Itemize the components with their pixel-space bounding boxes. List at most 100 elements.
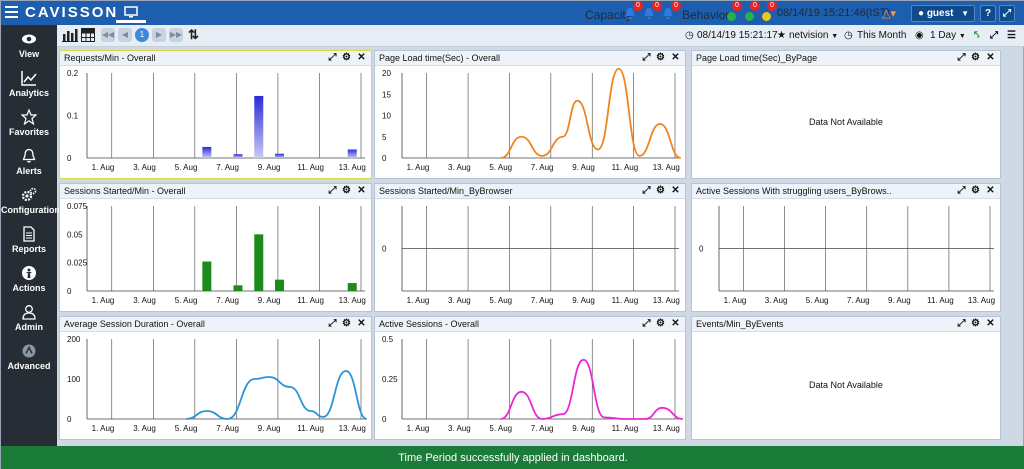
chart-line[interactable] [186,370,368,420]
sidebar-item-advanced[interactable]: Advanced [1,339,57,378]
dashboard-panel[interactable]: Sessions Started/Min_ByBrowser ⤢ ⚙ ✕ 1. Aug 3… [374,183,686,312]
x-tick-label: 3. Aug [765,296,788,305]
gear-icon[interactable]: ⚙ [656,52,665,63]
x-tick-label: 7. Aug [216,424,239,433]
capacity-bell-icon[interactable] [643,7,655,20]
first-page-icon[interactable]: ◀◀ [101,28,115,42]
capacity-bell-icon[interactable] [662,7,674,20]
sidebar-item-view[interactable]: View [1,27,57,66]
panel-title: Page Load time(Sec)_ByPage [696,53,818,63]
gear-icon[interactable]: ⚙ [971,52,980,63]
current-page-indicator[interactable]: 1 [135,28,149,42]
chart-line[interactable] [500,67,682,159]
dashboard-panel[interactable]: Page Load time(Sec)_ByPage ⤢ ⚙ ✕ Data Not Av… [691,50,1001,179]
fullscreen-button[interactable]: ⤢ [999,5,1015,22]
expand-icon[interactable]: ⤢ [642,185,651,196]
gear-icon[interactable]: ⚙ [342,52,351,63]
x-tick-label: 5. Aug [489,296,512,305]
grid-layout-icon[interactable] [81,28,95,42]
dashboard-panel[interactable]: Requests/Min - Overall ⤢ ⚙ ✕ 1. Aug 3. Aug 5. … [59,50,372,179]
dashboard-panel[interactable]: Sessions Started/Min - Overall ⤢ ⚙ ✕ 1. Aug 3… [59,183,372,312]
view-range-dropdown[interactable]: 1 Day ▼ [930,30,966,41]
close-icon[interactable]: ✕ [671,52,680,63]
expand-icon[interactable]: ⤢ [642,318,651,329]
restore-icon[interactable]: ⤢ [990,30,998,41]
close-icon[interactable]: ✕ [986,52,995,63]
gear-icon[interactable]: ⚙ [342,318,351,329]
expand-icon[interactable]: ⤢ [957,185,966,196]
behavior-status-light[interactable] [745,12,754,21]
x-tick-label: 1. Aug [724,296,747,305]
x-tick-label: 11. Aug [927,296,954,305]
gear-icon[interactable]: ⚙ [656,318,665,329]
sidebar-item-favorites[interactable]: Favorites [1,105,57,144]
previous-page-icon[interactable]: ◀ [118,28,132,42]
expand-icon[interactable]: ⤢ [957,52,966,63]
expand-icon[interactable]: ⤢ [328,318,337,329]
panel-title: Active Sessions - Overall [379,319,480,329]
help-button[interactable]: ? [980,5,996,22]
close-icon[interactable]: ✕ [671,185,680,196]
gear-icon[interactable]: ⚙ [342,185,351,196]
chart-bar[interactable] [202,261,212,291]
user-menu-button[interactable]: ● guest ▼ [911,5,975,22]
user-icon [22,305,36,320]
sidebar-item-analytics[interactable]: Analytics [1,66,57,105]
sidebar-item-actions[interactable]: Actions [1,261,57,300]
close-icon[interactable]: ✕ [357,52,366,63]
dashboard-panel[interactable]: Events/Min_ByEvents ⤢ ⚙ ✕ Data Not Available [691,316,1001,440]
y-tick-label: 0 [382,415,387,424]
behavior-status-light[interactable] [727,12,736,21]
dashboard-panel[interactable]: Page Load time(Sec) - Overall ⤢ ⚙ ✕ 1. Aug 3.… [374,50,686,179]
behavior-status-light[interactable] [762,12,771,21]
bar-chart-icon[interactable] [62,28,78,42]
chart-bar[interactable] [233,154,243,158]
sort-icon[interactable]: ⇅ [188,27,199,42]
chart-bar[interactable] [275,279,285,291]
last-page-icon[interactable]: ▶▶ [169,28,183,42]
expand-icon[interactable]: ⤢ [328,185,337,196]
chart-bar[interactable] [347,149,357,159]
toolbar-time: 08/14/19 15:21:17 [697,30,778,41]
dashboard-panel[interactable]: Active Sessions - Overall ⤢ ⚙ ✕ 1. Aug 3. Aug… [374,316,686,440]
chart-bar[interactable] [254,95,264,158]
chart-line[interactable] [500,358,683,420]
expand-icon[interactable]: ⤢ [328,52,337,63]
gear-icon[interactable]: ⚙ [971,318,980,329]
chart-bar[interactable] [202,146,212,158]
list-view-icon[interactable]: ☰ [1007,30,1016,41]
panel-title: Requests/Min - Overall [64,53,156,63]
live-mode-icon[interactable]: ⤣ [974,30,980,41]
gear-icon[interactable]: ⚙ [656,185,665,196]
expand-icon[interactable]: ⤢ [642,52,651,63]
chart-bar[interactable] [275,153,285,158]
monitor-tab[interactable] [116,3,146,23]
close-icon[interactable]: ✕ [357,318,366,329]
hamburger-menu-icon[interactable] [5,6,18,18]
close-icon[interactable]: ✕ [671,318,680,329]
sidebar-item-alerts[interactable]: Alerts [1,144,57,183]
panel-body: Data Not Available [692,67,1000,178]
expand-icon[interactable]: ⤢ [957,318,966,329]
sidebar-item-configuration[interactable]: Configuration [1,183,60,222]
sidebar-item-reports[interactable]: Reports [1,222,57,261]
chart-bar[interactable] [254,234,264,291]
y-tick-label: 0.5 [382,335,394,344]
close-icon[interactable]: ✕ [986,318,995,329]
favorite-dropdown[interactable]: netvision ▼ [789,30,839,41]
alert-triangle-icon[interactable]: △▾ [882,8,896,20]
capacity-bell-icon[interactable] [624,7,636,20]
chart-bar[interactable] [347,283,357,291]
x-tick-label: 13. Aug [968,296,995,305]
gear-icon[interactable]: ⚙ [971,185,980,196]
dashboard-panel[interactable]: Active Sessions With struggling users_By… [691,183,1001,312]
dashboard-panel[interactable]: Average Session Duration - Overall ⤢ ⚙ ✕ 1. … [59,316,372,440]
x-tick-label: 9. Aug [572,424,595,433]
next-page-icon[interactable]: ▶ [152,28,166,42]
chart-bar[interactable] [233,285,243,291]
close-icon[interactable]: ✕ [986,185,995,196]
period-selector[interactable]: This Month [857,30,907,41]
close-icon[interactable]: ✕ [357,185,366,196]
sidebar-item-admin[interactable]: Admin [1,300,57,339]
eye-icon: ◉ [915,30,924,41]
